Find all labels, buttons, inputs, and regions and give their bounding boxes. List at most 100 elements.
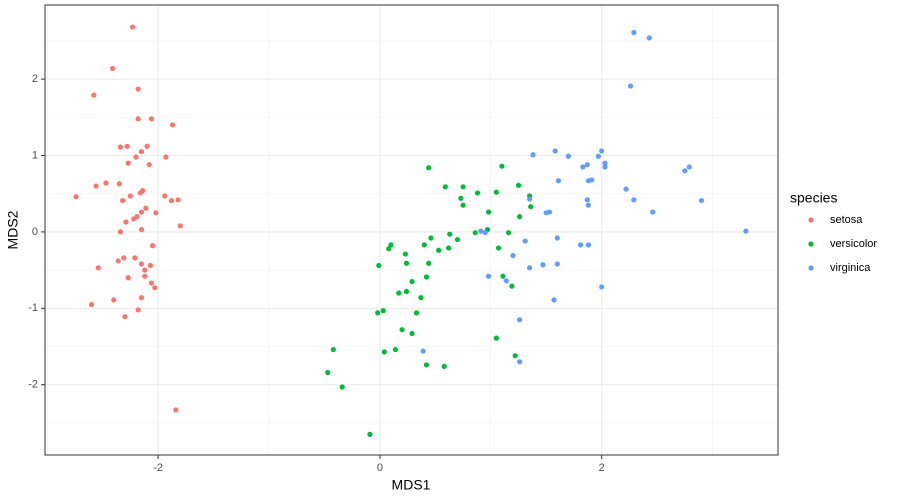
point [88, 301, 95, 308]
point [447, 231, 453, 237]
point [458, 195, 464, 201]
point [584, 162, 590, 168]
point [527, 265, 533, 271]
point [121, 255, 127, 261]
point [127, 193, 133, 199]
point [485, 209, 492, 215]
point [73, 194, 79, 200]
point [578, 242, 584, 248]
point [650, 209, 656, 215]
point [460, 202, 466, 208]
point [512, 353, 518, 359]
point [426, 260, 432, 266]
point [503, 278, 509, 284]
point [499, 163, 505, 169]
point [125, 160, 131, 166]
point [381, 349, 387, 355]
point [103, 180, 109, 186]
point [565, 153, 572, 159]
point [147, 262, 153, 269]
point [148, 116, 155, 122]
point [627, 83, 634, 89]
point [413, 310, 420, 316]
point [584, 197, 590, 203]
point [418, 295, 424, 301]
point [546, 209, 553, 215]
point [423, 362, 430, 368]
point [554, 261, 560, 267]
point [131, 216, 137, 222]
legend-title: species [790, 190, 837, 206]
point [428, 235, 434, 241]
point [91, 92, 97, 98]
legend-label: versicolor [830, 238, 877, 250]
point [602, 164, 608, 170]
point [482, 230, 488, 236]
point [517, 359, 523, 365]
point [595, 153, 601, 159]
point [367, 431, 373, 437]
point [135, 86, 141, 92]
point [117, 144, 124, 150]
point [153, 210, 159, 216]
point [599, 284, 605, 290]
legend-label: virginica [830, 262, 871, 274]
point [528, 204, 534, 210]
point [399, 327, 405, 333]
point [95, 265, 101, 271]
point [478, 228, 484, 234]
point [117, 229, 124, 235]
point [409, 278, 415, 285]
point [142, 267, 148, 273]
y-tick-label: 1 [32, 149, 38, 161]
point [149, 243, 156, 249]
point [133, 154, 139, 160]
point [177, 223, 183, 229]
point [540, 262, 546, 268]
point [580, 164, 586, 170]
y-tick-label: 0 [32, 226, 38, 238]
point [530, 152, 536, 158]
point [135, 116, 141, 122]
point [403, 288, 410, 295]
point [426, 165, 432, 171]
point [388, 242, 394, 248]
point [646, 35, 652, 41]
point [623, 186, 629, 192]
point [169, 122, 176, 128]
y-tick-label: -1 [28, 302, 38, 314]
point [460, 184, 466, 190]
point [552, 148, 558, 154]
legend-label: setosa [830, 214, 863, 226]
point [402, 251, 409, 257]
point [527, 196, 533, 202]
point [330, 346, 336, 353]
point [698, 197, 705, 204]
point [421, 242, 427, 248]
point [116, 181, 122, 187]
point [517, 214, 523, 220]
point [510, 252, 516, 259]
point [602, 160, 608, 166]
point [138, 295, 145, 301]
point [339, 384, 345, 390]
point [631, 29, 637, 36]
point [396, 290, 402, 296]
point [474, 190, 481, 196]
point [495, 245, 502, 251]
point [682, 168, 688, 174]
point [631, 197, 637, 203]
point [743, 228, 749, 234]
point [522, 238, 528, 244]
point [509, 283, 515, 289]
point [123, 219, 129, 225]
point [446, 245, 452, 251]
point [144, 143, 150, 149]
point [152, 285, 158, 291]
point [599, 148, 605, 154]
point [146, 162, 152, 168]
point [380, 308, 386, 314]
point [472, 230, 478, 236]
point [143, 205, 149, 211]
